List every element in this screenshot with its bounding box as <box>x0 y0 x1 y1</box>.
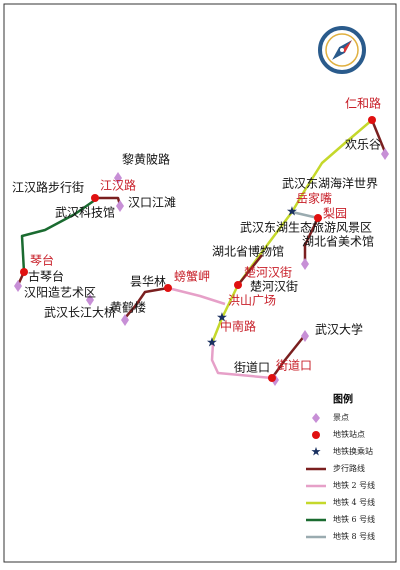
station-markers <box>20 116 376 382</box>
legend-symbol: ★ <box>311 445 322 459</box>
svg-text:★: ★ <box>286 205 298 220</box>
attraction-label: 黄鹤楼 <box>110 300 146 315</box>
station-label: 洪山广场 <box>228 294 276 308</box>
compass <box>318 26 366 74</box>
station-label: 楚河汉街 <box>244 266 292 280</box>
attraction-label: 武汉东湖生态旅游风景区 <box>240 220 372 235</box>
attraction-label: 黎黄陂路 <box>122 152 170 167</box>
attraction-label: 欢乐谷 <box>345 137 381 152</box>
legend-item: 地铁 2 号线 <box>333 480 375 490</box>
station-label: 梨园 <box>323 207 347 221</box>
legend-title: 图例 <box>333 393 353 406</box>
station-label: 岳家嘴 <box>296 191 332 206</box>
station-label: 螃蟹岬 <box>174 269 210 284</box>
svg-text:★: ★ <box>206 336 218 351</box>
attraction-label: 武汉长江大桥 <box>44 306 116 320</box>
routes <box>16 119 387 380</box>
attraction-label: 汉口江滩 <box>128 196 176 210</box>
legend-item: 地铁站点 <box>333 429 365 439</box>
legend-symbol <box>312 431 320 439</box>
attraction-label: 楚河汉街 <box>250 280 298 294</box>
attraction-markers <box>14 148 389 386</box>
attraction-label: 武汉东湖海洋世界 <box>282 176 378 191</box>
svg-text:★: ★ <box>216 311 228 326</box>
legend-symbol <box>312 413 320 423</box>
map-border <box>3 3 397 563</box>
attraction-label: 武汉大学 <box>315 322 363 337</box>
station-label: 仁和路 <box>345 96 381 111</box>
transfer-markers: ★ ★ ★ <box>206 205 298 351</box>
attraction-label: 武汉科技馆 <box>55 205 115 220</box>
legend-item: 地铁 4 号线 <box>333 497 375 507</box>
legend-item: 步行路线 <box>333 463 365 473</box>
attraction-label: 古琴台 <box>28 269 64 284</box>
station-label: 中南路 <box>220 319 256 334</box>
station-label: 街道口 <box>276 359 312 373</box>
attraction-label: 湖北省美术馆 <box>302 234 374 249</box>
station-label: 琴台 <box>30 253 54 268</box>
legend-item: 地铁换乘站 <box>333 446 373 456</box>
legend-item: 地铁 8 号线 <box>333 531 375 541</box>
attraction-label: 江汉路步行街 <box>12 180 84 195</box>
attraction-label: 湖北省博物馆 <box>212 244 284 259</box>
attraction-label: 街道口 <box>234 361 270 375</box>
attraction-label: 昙华林 <box>130 275 166 289</box>
legend-item: 地铁 6 号线 <box>333 514 375 524</box>
attraction-label: 汉阳造艺术区 <box>24 286 96 300</box>
legend-item: 景点 <box>333 413 349 422</box>
station-label: 江汉路 <box>100 178 136 193</box>
